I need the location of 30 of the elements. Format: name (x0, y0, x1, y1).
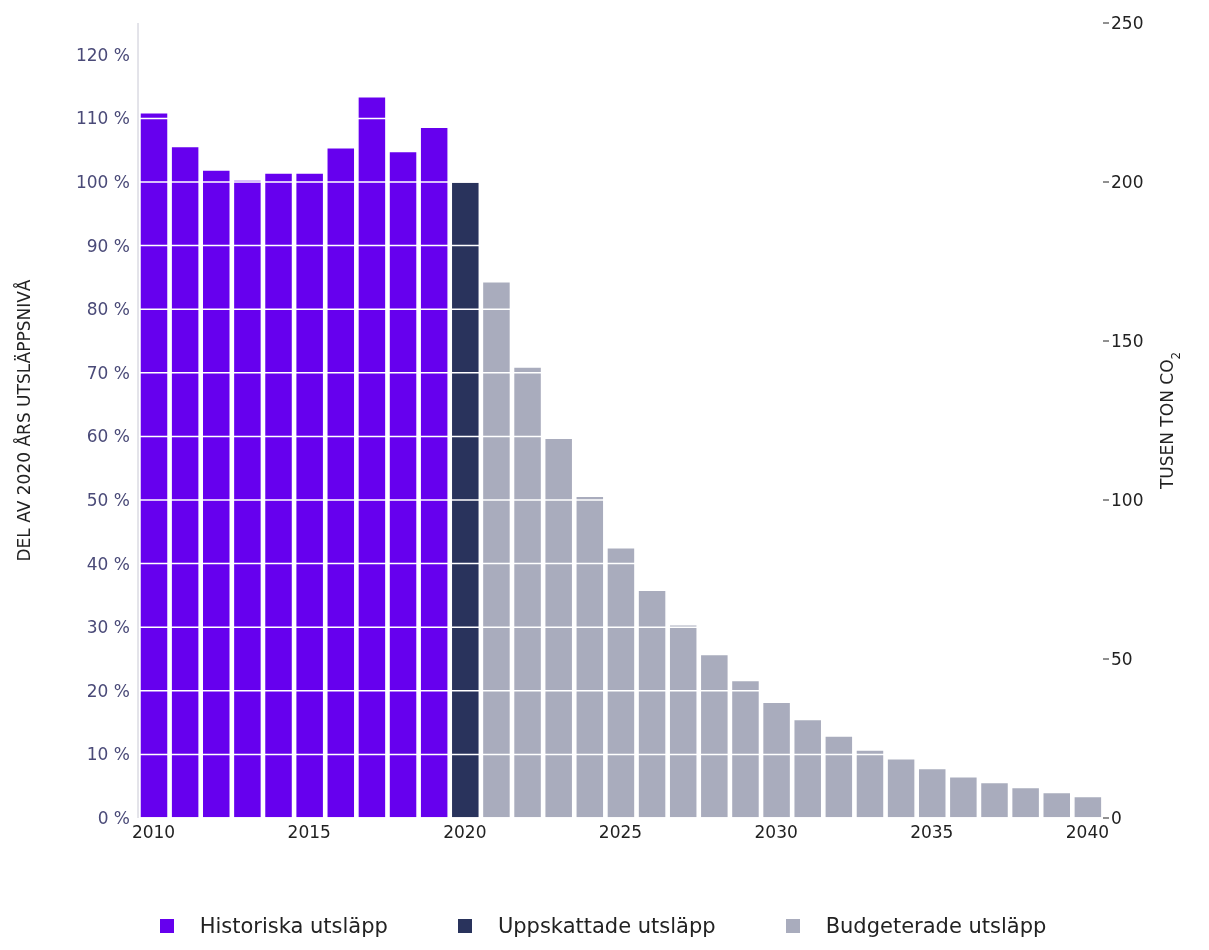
legend-label: Budgeterade utsläpp (825, 914, 1047, 938)
y-tick-label: 10 % (86, 744, 130, 765)
y-tick-label: 40 % (86, 553, 130, 574)
y-tick-label: 110 % (75, 108, 130, 129)
x-tick-label: 2040 (1065, 822, 1110, 843)
y-tick-label: 30 % (86, 617, 130, 638)
legend-label: Uppskattade utsläpp (497, 914, 716, 938)
x-tick-label: 2030 (754, 822, 798, 843)
y-tick-label: 60 % (86, 426, 130, 447)
y-tick-label: 0 % (97, 808, 130, 829)
y-tick-label: 50 % (86, 490, 130, 511)
x-tick-label: 2035 (910, 822, 954, 843)
x-tick-label: 2015 (287, 822, 331, 843)
y2-tick-label: 200 (1111, 172, 1144, 193)
legend-label: Historiska utsläpp (199, 914, 388, 938)
y-tick-label: 80 % (86, 299, 130, 320)
y-tick-label: 90 % (86, 235, 130, 256)
y-tick-label: 120 % (75, 44, 130, 65)
x-tick-label: 2020 (443, 822, 487, 843)
y-tick-label: 70 % (86, 362, 130, 383)
y2-tick-label: 100 (1111, 490, 1144, 511)
y2-tick-label: 250 (1111, 13, 1144, 34)
y-tick-label: 20 % (86, 680, 130, 701)
y2-tick-label: 50 (1111, 649, 1133, 670)
y2-tick-label: 0 (1111, 808, 1122, 829)
x-tick-label: 2025 (598, 822, 643, 843)
y-axis-title: DEL AV 2020 ÅRS UTSLÄPPSNIVÅ (13, 279, 34, 562)
y2-tick-label: 150 (1111, 331, 1144, 352)
y-tick-label: 100 % (75, 172, 130, 193)
x-tick-label: 2010 (131, 822, 176, 843)
